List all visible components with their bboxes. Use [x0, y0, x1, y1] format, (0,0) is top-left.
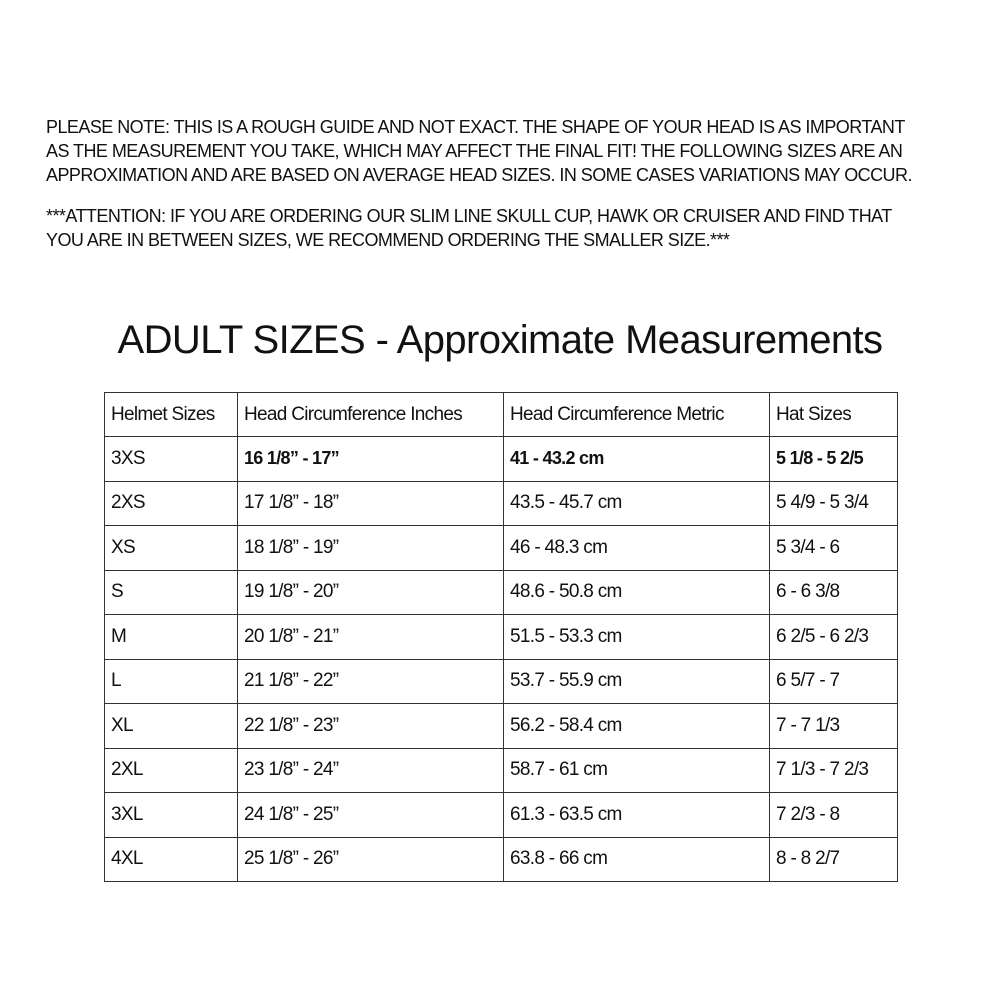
table-row: 3XL 24 1/8” - 25” 61.3 - 63.5 cm 7 2/3 - 8 [104, 792, 898, 838]
helmet-size-cell: L [104, 658, 238, 704]
metric-cell: 53.7 - 55.9 cm [503, 658, 770, 704]
attention-note: ***ATTENTION: IF YOU ARE ORDERING OUR SL… [46, 204, 892, 252]
helmet-size-cell: S [104, 569, 238, 615]
metric-cell: 63.8 - 66 cm [503, 836, 770, 882]
hat-size-cell: 7 - 7 1/3 [769, 703, 898, 749]
table-row: 3XS 16 1/8” - 17” 41 - 43.2 cm 5 1/8 - 5 2/… [104, 436, 898, 482]
table-row: S 19 1/8” - 20” 48.6 - 50.8 cm 6 - 6 3/8 [104, 569, 898, 615]
hat-size-cell: 6 2/5 - 6 2/3 [769, 614, 898, 660]
inches-cell: 20 1/8” - 21” [237, 614, 504, 660]
table-row: L 21 1/8” - 22” 53.7 - 55.9 cm 6 5/7 - 7 [104, 658, 898, 704]
page-title: ADULT SIZES - Approximate Measurements [117, 318, 884, 362]
disclaimer-line: AS THE MEASUREMENT YOU TAKE, WHICH MAY A… [46, 141, 903, 161]
table-row: M 20 1/8” - 21” 51.5 - 53.3 cm 6 2/5 - 6 2/… [104, 614, 898, 660]
metric-cell: 41 - 43.2 cm [503, 436, 770, 482]
table-row: XL 22 1/8” - 23” 56.2 - 58.4 cm 7 - 7 1/3 [104, 703, 898, 749]
inches-cell: 18 1/8” - 19” [237, 525, 504, 571]
header-hat-sizes: Hat Sizes [769, 392, 898, 437]
hat-size-cell: 5 4/9 - 5 3/4 [769, 480, 898, 526]
table-row: 2XS 17 1/8” - 18” 43.5 - 45.7 cm 5 4/9 - 5 … [104, 480, 898, 526]
helmet-size-cell: XS [104, 525, 238, 571]
hat-size-cell: 5 1/8 - 5 2/5 [769, 436, 898, 482]
metric-cell: 61.3 - 63.5 cm [503, 792, 770, 838]
header-helmet-sizes: Helmet Sizes [104, 392, 238, 437]
hat-size-cell: 6 - 6 3/8 [769, 569, 898, 615]
inches-cell: 19 1/8” - 20” [237, 569, 504, 615]
header-metric: Head Circumference Metric [503, 392, 770, 437]
hat-size-cell: 7 1/3 - 7 2/3 [769, 747, 898, 793]
metric-cell: 43.5 - 45.7 cm [503, 480, 770, 526]
helmet-size-cell: M [104, 614, 238, 660]
hat-size-cell: 5 3/4 - 6 [769, 525, 898, 571]
inches-cell: 16 1/8” - 17” [237, 436, 504, 482]
inches-cell: 17 1/8” - 18” [237, 480, 504, 526]
disclaimer-line: PLEASE NOTE: THIS IS A ROUGH GUIDE AND N… [46, 117, 905, 137]
table-row: 2XL 23 1/8” - 24” 58.7 - 61 cm 7 1/3 - 7 2/… [104, 747, 898, 793]
table-header-row: Helmet Sizes Head Circumference Inches H… [104, 392, 898, 437]
inches-cell: 22 1/8” - 23” [237, 703, 504, 749]
inches-cell: 25 1/8” - 26” [237, 836, 504, 882]
metric-cell: 51.5 - 53.3 cm [503, 614, 770, 660]
fit-disclaimer: PLEASE NOTE: THIS IS A ROUGH GUIDE AND N… [46, 115, 912, 187]
table-row: 4XL 25 1/8” - 26” 63.8 - 66 cm 8 - 8 2/7 [104, 836, 898, 882]
table-row: XS 18 1/8” - 19” 46 - 48.3 cm 5 3/4 - 6 [104, 525, 898, 571]
header-inches: Head Circumference Inches [237, 392, 504, 437]
helmet-size-cell: 2XS [104, 480, 238, 526]
hat-size-cell: 8 - 8 2/7 [769, 836, 898, 882]
helmet-size-cell: 3XL [104, 792, 238, 838]
metric-cell: 56.2 - 58.4 cm [503, 703, 770, 749]
helmet-size-cell: XL [104, 703, 238, 749]
size-chart-table: Helmet Sizes Head Circumference Inches H… [104, 392, 898, 882]
helmet-size-cell: 4XL [104, 836, 238, 882]
metric-cell: 48.6 - 50.8 cm [503, 569, 770, 615]
hat-size-cell: 6 5/7 - 7 [769, 658, 898, 704]
attention-line: ***ATTENTION: IF YOU ARE ORDERING OUR SL… [46, 206, 892, 226]
helmet-size-cell: 3XS [104, 436, 238, 482]
hat-size-cell: 7 2/3 - 8 [769, 792, 898, 838]
metric-cell: 58.7 - 61 cm [503, 747, 770, 793]
inches-cell: 24 1/8” - 25” [237, 792, 504, 838]
inches-cell: 21 1/8” - 22” [237, 658, 504, 704]
disclaimer-line: APPROXIMATION AND ARE BASED ON AVERAGE H… [46, 165, 912, 185]
metric-cell: 46 - 48.3 cm [503, 525, 770, 571]
inches-cell: 23 1/8” - 24” [237, 747, 504, 793]
helmet-size-cell: 2XL [104, 747, 238, 793]
attention-line: YOU ARE IN BETWEEN SIZES, WE RECOMMEND O… [46, 230, 730, 250]
